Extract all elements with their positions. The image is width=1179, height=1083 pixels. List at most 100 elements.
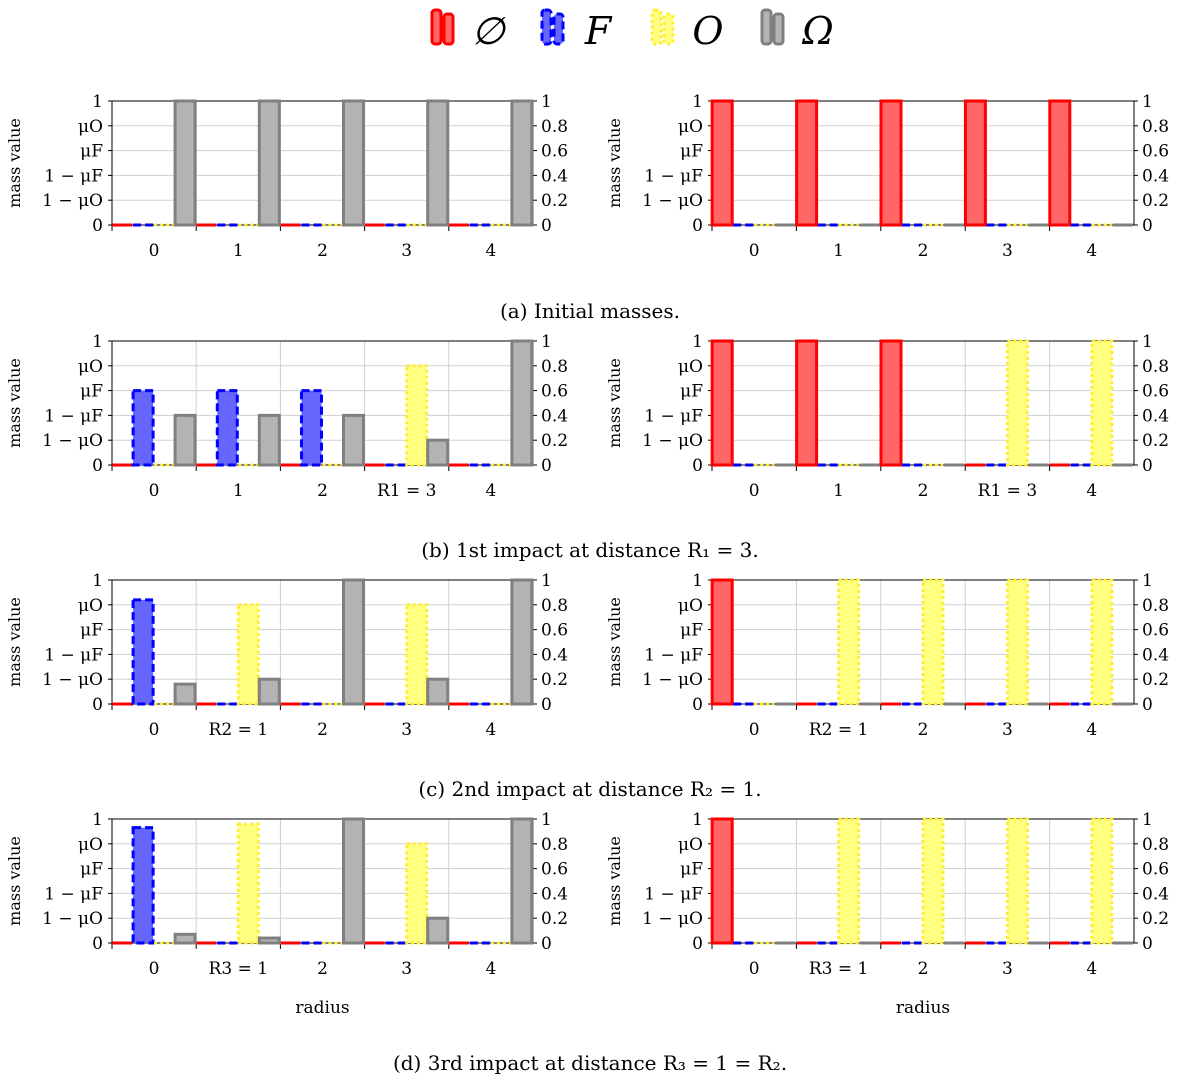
y-tick-label: 0.6 <box>541 382 568 402</box>
x-tick-label: R3 = 1 <box>209 959 268 979</box>
bar <box>173 413 197 467</box>
chart-panel: 1 μO μF 1 − μF 1 − μO 0 1 0.8 0.6 0.4 0.2 0 mass val… <box>605 571 1169 740</box>
y-tick-label: 1 <box>692 92 703 112</box>
y-tick-label: μF <box>80 621 103 641</box>
y-tick-label: 0.6 <box>541 860 568 880</box>
y-tick-label: μF <box>80 382 103 402</box>
y-tick-label: 0.8 <box>1142 357 1169 377</box>
x-tick-label: 4 <box>485 720 496 740</box>
y-tick-label: 1 − μF <box>644 884 703 904</box>
bar <box>131 389 155 467</box>
legend-label: F <box>584 9 613 53</box>
y-tick-label: 1 − μF <box>44 884 103 904</box>
x-tick-label: 2 <box>317 481 328 501</box>
x-tick-label: 3 <box>1002 720 1013 740</box>
legend-swatch <box>760 8 773 46</box>
legend-swatch <box>540 8 553 46</box>
y-tick-label: 1 <box>692 810 703 830</box>
y-tick-label: 0.8 <box>541 357 568 377</box>
chart-panel: 1 μO μF 1 − μF 1 − μO 0 1 0.8 0.6 0.4 0.2 0 mass val… <box>605 92 1169 261</box>
y-tick-label: 1 − μO <box>42 670 103 690</box>
y-tick-label: 1 <box>1142 571 1153 591</box>
bar <box>1090 339 1114 467</box>
bar <box>257 99 281 227</box>
y-tick-label: 1 − μO <box>642 670 703 690</box>
legend-swatch <box>772 12 785 46</box>
x-tick-label: 0 <box>749 959 760 979</box>
y-tick-label: 0.8 <box>1142 117 1169 137</box>
y-tick-label: μO <box>78 357 103 377</box>
bar <box>837 578 861 706</box>
x-tick-label: 3 <box>401 720 412 740</box>
x-tick-label: 0 <box>749 720 760 740</box>
y-tick-label: 1 − μO <box>42 431 103 451</box>
bar <box>1090 817 1114 945</box>
bar <box>710 339 734 467</box>
y-tick-label: μO <box>78 835 103 855</box>
bar <box>236 603 260 706</box>
y-tick-label: 0.2 <box>1142 670 1169 690</box>
x-tick-label: 3 <box>401 241 412 261</box>
legend-swatch <box>552 12 565 46</box>
bar <box>426 677 450 706</box>
y-tick-label: 1 − μF <box>44 406 103 426</box>
y-tick-label: 0 <box>92 934 103 954</box>
x-tick-label: 4 <box>1086 720 1097 740</box>
legend-swatch <box>442 12 455 46</box>
bar <box>405 364 429 467</box>
y-tick-label: 0 <box>541 695 552 715</box>
bar <box>405 603 429 706</box>
y-tick-label: 0 <box>92 695 103 715</box>
y-tick-label: 1 <box>541 92 552 112</box>
bar <box>1048 99 1072 227</box>
subfigure-caption: (b) 1st impact at distance R₁ = 3. <box>421 538 758 562</box>
bar <box>405 842 429 945</box>
bar <box>342 413 365 467</box>
y-tick-label: 1 − μO <box>642 431 703 451</box>
legend-item: F <box>540 8 613 53</box>
legend-swatch <box>430 8 443 46</box>
y-tick-label: 0.4 <box>541 406 568 426</box>
bar <box>131 598 155 706</box>
y-axis-label: mass value <box>605 836 624 926</box>
x-tick-label: 3 <box>1002 241 1013 261</box>
x-tick-label: R2 = 1 <box>209 720 268 740</box>
y-tick-label: 0 <box>692 216 703 236</box>
bar <box>510 99 534 227</box>
y-tick-label: 0.4 <box>541 884 568 904</box>
legend-swatch <box>650 8 663 46</box>
y-tick-label: 1 <box>1142 810 1153 830</box>
legend-label: O <box>692 9 723 53</box>
bar <box>173 932 197 945</box>
y-tick-label: 0.6 <box>1142 621 1169 641</box>
y-tick-label: 0 <box>1142 216 1153 236</box>
y-tick-label: 0.8 <box>541 117 568 137</box>
bar <box>342 99 365 227</box>
y-tick-label: μO <box>678 835 703 855</box>
y-tick-label: 0 <box>541 934 552 954</box>
y-tick-label: 0.6 <box>1142 382 1169 402</box>
x-tick-label: 2 <box>918 720 929 740</box>
y-tick-label: 1 <box>92 571 103 591</box>
x-tick-label: 3 <box>401 959 412 979</box>
y-tick-label: 1 <box>541 810 552 830</box>
y-tick-label: 0 <box>92 456 103 476</box>
y-axis-label: mass value <box>605 597 624 687</box>
x-tick-label: 2 <box>918 959 929 979</box>
legend-item: O <box>650 8 724 53</box>
bar <box>236 822 260 945</box>
y-tick-label: 0.2 <box>1142 191 1169 211</box>
y-tick-label: 0 <box>692 456 703 476</box>
bar <box>921 578 945 706</box>
y-axis-label: mass value <box>5 836 24 926</box>
x-tick-label: R1 = 3 <box>377 481 436 501</box>
bar <box>510 817 534 945</box>
x-tick-label: 4 <box>1086 241 1097 261</box>
y-tick-label: 0.4 <box>1142 645 1169 665</box>
bar <box>173 99 197 227</box>
x-tick-label: 4 <box>485 481 496 501</box>
y-tick-label: μF <box>80 860 103 880</box>
y-tick-label: μO <box>678 596 703 616</box>
bar <box>300 389 323 467</box>
